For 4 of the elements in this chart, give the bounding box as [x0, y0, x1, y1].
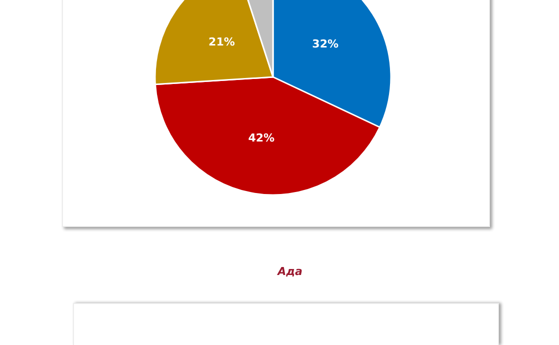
data-label: 42% — [248, 131, 275, 144]
text: Ада — [276, 265, 302, 278]
data-label: 32% — [312, 37, 339, 50]
data-label: 21% — [208, 36, 235, 49]
